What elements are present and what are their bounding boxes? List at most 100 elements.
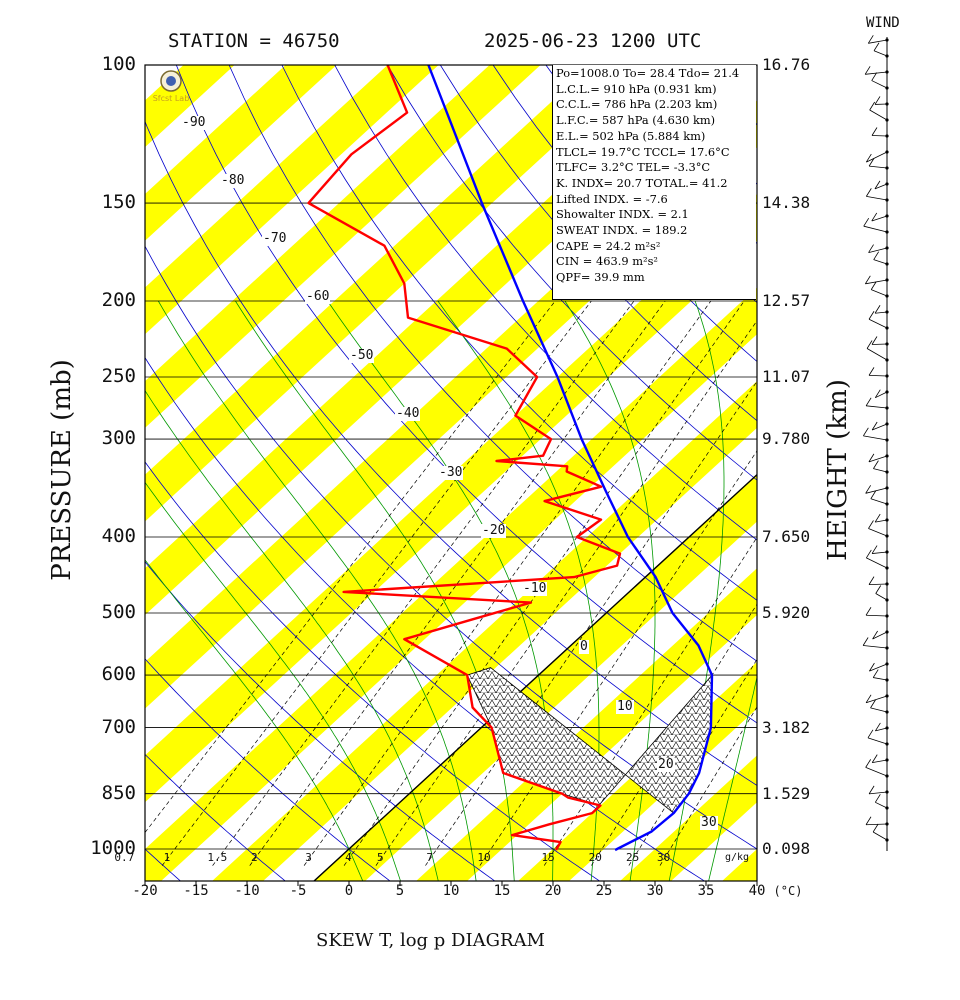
wind-barb-flag: [874, 305, 881, 314]
moist-adiabat: [157, 300, 477, 881]
height-tick-label: 9.780: [762, 429, 811, 449]
wind-barb-flag: [871, 336, 878, 345]
wind-barb: [872, 631, 888, 640]
isotherm-band: [416, 568, 757, 881]
wind-barb: [872, 831, 888, 841]
wind-barb: [868, 39, 888, 44]
wind-barb: [863, 225, 888, 233]
wind-barb: [866, 348, 888, 361]
wind-barb: [866, 151, 888, 163]
wind-barb: [871, 343, 888, 345]
mix-unit-label: g/kg: [724, 852, 750, 863]
dry-adiabat: [439, 65, 757, 422]
isotherm-label: -80: [220, 173, 246, 188]
wind-barb-flag: [874, 96, 881, 105]
height-tick-label: 14.38: [762, 193, 811, 213]
isotherm-label: -50: [349, 348, 375, 363]
wind-barb: [873, 50, 888, 57]
wind-barb: [866, 405, 888, 409]
wind-barb-flag: [872, 669, 879, 678]
info-line: QPF= 39.9 mm: [556, 270, 645, 285]
logo: Sfcst Lab: [147, 68, 195, 106]
x-tick-label: -5: [289, 883, 307, 899]
wind-barb-flag: [871, 212, 878, 222]
height-tick-label: 11.07: [762, 366, 811, 386]
wind-barb: [871, 215, 888, 222]
wind-barb-flag: [870, 281, 877, 290]
height-tick-label: 16.76: [762, 55, 811, 74]
isotherm-label: 10: [616, 699, 634, 714]
x-tick-label: -15: [183, 883, 209, 899]
info-line: Po=1008.0 To= 28.4 Tdo= 21.4: [556, 66, 740, 80]
moist-adiabat: [145, 481, 401, 881]
wind-barb-flag: [864, 275, 871, 285]
wind-barb-flag: [868, 244, 874, 253]
mixing-ratio-line: [303, 300, 712, 866]
pressure-tick-label: 400: [101, 525, 136, 547]
info-line: E.L.= 502 hPa (5.884 km): [556, 128, 706, 143]
isotherm-label: -60: [305, 289, 331, 304]
wind-barb-flag: [870, 490, 877, 499]
wind-barb-flag: [865, 549, 872, 559]
isotherm-band: [909, 0, 960, 897]
pressure-tick-label: 700: [101, 715, 136, 738]
wind-barb: [869, 109, 888, 121]
wind-barb-flag: [869, 101, 876, 111]
dry-adiabat: [145, 356, 706, 881]
pressure-tick-label: 250: [101, 364, 136, 387]
pressure-tick-label: 150: [101, 191, 136, 214]
wind-barb-flag: [865, 153, 872, 163]
station-title: STATION = 46750: [168, 30, 340, 52]
wind-barb-flag: [872, 630, 878, 640]
isotherm-band: [620, 755, 757, 881]
isotherm-label: 30: [700, 815, 718, 830]
wind-barb: [865, 695, 888, 704]
dry-adiabat: [387, 65, 757, 481]
info-line: K. INDX= 20.7 TOTAL.= 41.2: [556, 175, 728, 190]
mixing-ratio-label: 20: [588, 851, 602, 864]
wind-barb-flag: [865, 759, 872, 768]
wind-barb: [875, 311, 888, 314]
wind-barb-flag: [868, 311, 875, 320]
x-tick-label: -10: [234, 883, 260, 899]
mixing-ratio-label: 10: [477, 851, 491, 864]
wind-barb-flag: [868, 520, 874, 529]
wind-barb: [871, 289, 888, 297]
dry-adiabat: [145, 753, 286, 881]
isotherm-label: -70: [262, 231, 288, 246]
wind-barb: [865, 767, 888, 777]
wind-barb-flag: [868, 157, 875, 167]
height-tick-label: 5.920: [762, 602, 811, 622]
wind-barb: [873, 468, 888, 473]
x-tick-label: 35: [697, 883, 715, 899]
wind-barb: [871, 80, 888, 89]
mixing-ratio-line: [212, 300, 635, 866]
wind-barb: [866, 557, 888, 569]
wind-barb-flag: [865, 485, 871, 494]
wind-barb-flag: [873, 460, 879, 469]
wind-barb: [871, 135, 888, 137]
mixing-ratio-line: [249, 300, 666, 866]
moist-adiabat: [708, 675, 757, 881]
mixing-ratio-label: 25: [625, 851, 640, 864]
wind-barb-flag: [866, 340, 873, 349]
wind-barb-flag: [864, 66, 871, 75]
isotherm-label: 20: [657, 757, 675, 772]
wind-barb-flag: [868, 576, 875, 585]
wind-barb-flag: [871, 545, 878, 554]
wind-barb-flag: [874, 513, 881, 523]
mixing-ratio-label: 2: [251, 851, 258, 864]
wind-barb: [873, 677, 888, 681]
mixing-ratio-label: 15: [541, 851, 555, 864]
x-tick-label: 0: [344, 883, 354, 899]
dry-adiabat: [492, 65, 757, 363]
dry-adiabat: [281, 65, 757, 601]
height-tick-label: 0.098: [762, 839, 811, 858]
wind-barb-flag: [871, 754, 878, 763]
isotherm-band: [145, 65, 643, 522]
x-tick-label: 15: [493, 883, 511, 899]
mixing-ratio-label: 5: [376, 851, 384, 864]
isotherm-label: -20: [481, 523, 507, 538]
x-tick-label: 10: [442, 883, 460, 899]
wind-barb-flag: [874, 794, 881, 803]
